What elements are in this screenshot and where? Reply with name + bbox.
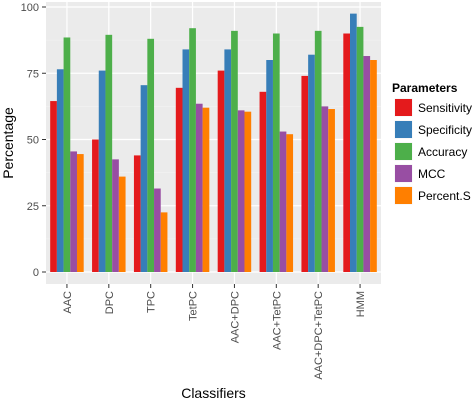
legend-swatch [395,143,412,160]
bar-sensitivity [301,75,309,273]
bar-accuracy [314,30,322,272]
bar-sensitivity [50,101,57,272]
bar-specificity [308,54,315,273]
y-axis: 0 25 50 75 100 [21,2,46,279]
bar-specificity [182,49,190,273]
bar-sensitivity [133,155,141,272]
bar-specificity [224,49,232,273]
x-axis-title: Classifiers [181,385,246,401]
bar-mcc [154,188,161,272]
bar-accuracy [189,28,196,273]
legend-swatch [395,121,412,138]
x-tick-label: TPC [146,291,158,313]
bar-accuracy [231,30,238,272]
bar-specificity [56,69,64,273]
y-axis-title: Percentage [0,107,16,179]
y-tick-label: 25 [27,201,39,213]
bar-sensitivity [92,139,99,272]
x-tick-label: HMM [355,291,367,317]
bar-mcc [70,151,77,272]
bar-specificity [98,70,106,272]
bar-sensitivity [259,91,267,272]
x-axis: AAC DPC TPC TetPC AAC+DPC AAC+TetPC AAC+DPC+Te… [62,284,367,380]
legend-swatch [395,99,412,116]
bar-percent-s [160,212,168,272]
bar-mcc [279,131,287,272]
bar-percent-s [286,134,294,272]
legend: Parameters Sensitivity Specificity Accurac… [392,81,472,206]
x-tick-label: AAC+DPC [229,291,241,343]
y-tick-label: 50 [27,135,39,147]
bar-mcc [195,103,203,272]
bar-sensitivity [217,70,225,272]
legend-swatch [395,165,412,182]
y-tick-label: 0 [33,267,39,279]
bar-mcc [363,56,371,273]
legend-label: MCC [418,167,446,181]
bar-accuracy [147,38,155,272]
legend-label: Accuracy [418,145,467,159]
bar-percent-s [76,154,84,272]
bar-percent-s [118,176,126,272]
bar-accuracy [63,37,71,272]
legend-title: Parameters [392,81,458,95]
bar-percent-s [370,60,377,272]
bar-percent-s [202,107,210,272]
legend-label: Specificity [418,123,472,137]
legend-label: Sensitivity [418,101,472,115]
bar-specificity [266,60,273,272]
bar-specificity [350,13,357,272]
bar-percent-s [244,111,252,272]
bars [50,13,377,273]
x-tick-label: AAC+TetPC [271,291,283,350]
legend-swatch [395,187,412,204]
bar-specificity [140,85,148,272]
x-tick-label: AAC [62,291,74,314]
bar-sensitivity [175,87,183,272]
y-tick-label: 75 [27,68,39,80]
bar-sensitivity [343,33,351,272]
bar-accuracy [105,34,113,273]
y-tick-label: 100 [21,2,39,14]
bar-percent-s [328,109,335,273]
x-tick-label: TetPC [188,291,200,321]
x-tick-label: AAC+DPC+TetPC [313,291,325,380]
x-tick-label: DPC [104,291,116,314]
bar-accuracy [356,26,364,272]
bar-mcc [321,106,329,272]
bar-accuracy [272,33,280,272]
legend-label: Percent.S [418,189,471,203]
bar-mcc [112,159,119,272]
bar-mcc [237,110,245,272]
